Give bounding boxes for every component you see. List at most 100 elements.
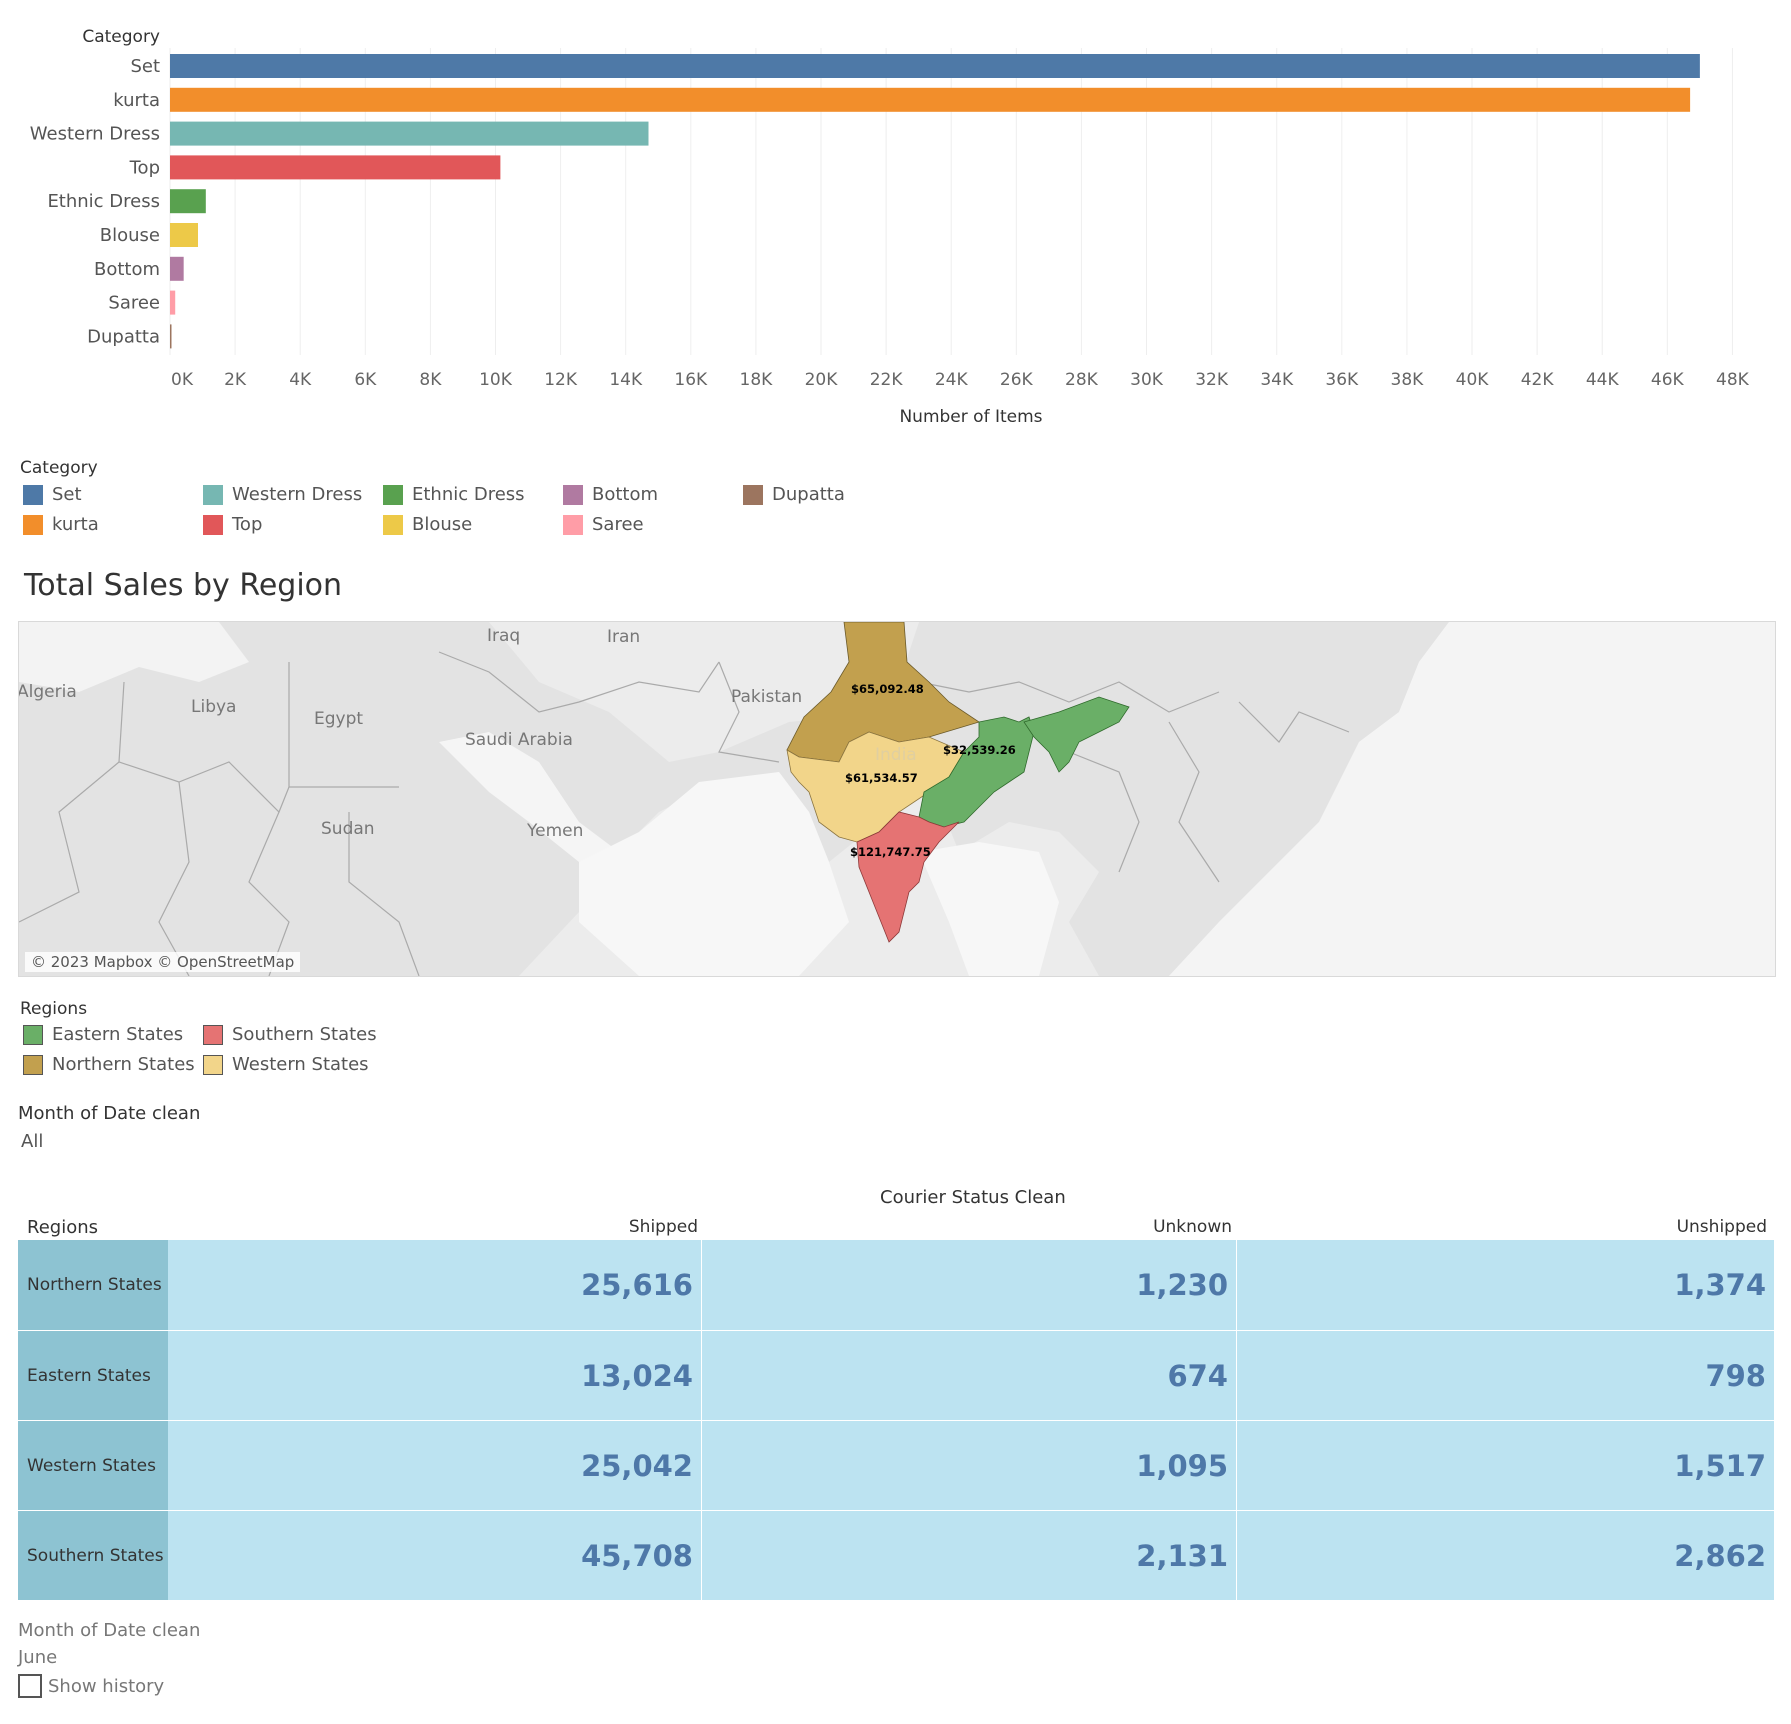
sales-region-map[interactable]: Algeria Libya Egypt Iraq Iran Pakistan S… [18,621,1776,977]
x-tick-label: 8K [419,370,442,390]
row-header-southern-states[interactable]: Southern States [18,1511,168,1600]
region-southern-states[interactable] [856,811,960,943]
category-label: kurta [113,90,160,111]
x-tick-label: 44K [1586,370,1620,390]
region-eastern-states[interactable] [918,716,1035,828]
legend-swatch [743,484,763,505]
bar[interactable] [170,155,501,180]
category-label: Ethnic Dress [47,191,160,212]
table-cell[interactable]: 25,616 [168,1240,701,1330]
table-cell[interactable]: 13,024 [168,1331,701,1420]
row-header-eastern-states[interactable]: Eastern States [18,1331,168,1420]
legend-item-saree[interactable]: Saree [563,514,644,535]
legend-swatch [23,1024,43,1045]
category-label: Blouse [100,225,160,246]
legend-item-western-states[interactable]: Western States [203,1054,369,1075]
place-label: Libya [191,697,236,717]
legend-label: Southern States [232,1024,377,1045]
x-tick-label: 22K [870,370,904,390]
bar[interactable] [170,189,206,214]
legend-label: Dupatta [772,484,845,505]
x-tick-label: 14K [609,370,643,390]
table-cell[interactable]: 1,095 [702,1421,1236,1510]
x-tick-label: 12K [544,370,578,390]
place-label: Sudan [321,819,375,839]
legend-item-ethnic-dress[interactable]: Ethnic Dress [383,484,525,505]
category-label: Set [130,56,160,77]
x-tick-label: 4K [289,370,312,390]
x-tick-label: 20K [805,370,839,390]
table-cell[interactable]: 798 [1237,1331,1774,1420]
place-label: Iran [607,627,640,647]
legend-item-bottom[interactable]: Bottom [563,484,658,505]
legend-label: kurta [52,514,99,535]
legend-item-blouse[interactable]: Blouse [383,514,472,535]
table-cell[interactable]: 674 [702,1331,1236,1420]
x-axis-title: Number of Items [899,407,1042,427]
legend-item-kurta[interactable]: kurta [23,514,99,535]
region-value-western: $61,534.57 [845,771,918,785]
x-tick-label: 42K [1521,370,1555,390]
bay-of-bengal [919,842,1059,976]
region-eastern-states-ne[interactable] [1023,696,1130,773]
region-value-southern: $121,747.75 [850,845,931,859]
row-header-northern-states[interactable]: Northern States [18,1240,168,1330]
legend-label: Top [232,514,263,535]
legend-item-top[interactable]: Top [203,514,262,535]
table-cell[interactable]: 45,708 [168,1511,701,1600]
x-tick-label: 10K [479,370,513,390]
legend-swatch [563,514,583,535]
category-label: Saree [108,293,160,314]
legend-item-western-dress[interactable]: Western Dress [203,484,362,505]
bar-series [170,54,1700,349]
legend-item-eastern-states[interactable]: Eastern States [23,1024,183,1045]
filter-month-value[interactable]: All [21,1131,44,1152]
column-header-unshipped: Unshipped [1676,1217,1767,1237]
x-tick-label: 6K [354,370,377,390]
courier-status-crosstab: Northern States 25,616 1,230 1,374 Easte… [18,1240,1774,1600]
table-cell[interactable]: 1,517 [1237,1421,1774,1510]
legend-item-northern-states[interactable]: Northern States [23,1054,195,1075]
row-header-western-states[interactable]: Western States [18,1421,168,1510]
country-borders [19,651,1350,976]
bar[interactable] [170,223,198,247]
place-label: Egypt [314,709,363,729]
filter-month-bottom-title: Month of Date clean [18,1620,201,1641]
table-cell[interactable]: 2,862 [1237,1511,1774,1600]
category-label: Western Dress [30,124,160,145]
legend-item-dupatta[interactable]: Dupatta [743,484,845,505]
place-label: Saudi Arabia [465,730,573,750]
bar[interactable] [170,256,184,281]
bar[interactable] [170,324,172,349]
map-canvas: Algeria Libya Egypt Iraq Iran Pakistan S… [19,622,1775,976]
column-header-unknown: Unknown [1153,1217,1232,1237]
category-label: Bottom [94,259,160,280]
x-tick-label: 34K [1260,370,1294,390]
table-cell[interactable]: 1,230 [702,1240,1236,1330]
category-label: Dupatta [87,326,160,347]
legend-label: Western Dress [232,484,363,505]
show-history-toggle[interactable]: Show history [18,1674,164,1698]
bar[interactable] [170,121,649,146]
legend-swatch [203,1024,223,1045]
legend-swatch [23,1054,43,1075]
red-sea [439,732,619,862]
category-axis: Set kurta Western Dress Top Ethnic Dress Blou… [30,56,160,347]
bar[interactable] [170,87,1691,112]
x-tick-label: 24K [935,370,969,390]
filter-month-bottom-value[interactable]: June [18,1647,58,1668]
table-cell[interactable]: 1,374 [1237,1240,1774,1330]
bar[interactable] [170,290,176,315]
legend-item-set[interactable]: Set [23,484,82,505]
show-history-checkbox[interactable] [18,1674,42,1698]
x-tick-label: 46K [1651,370,1685,390]
legend-item-southern-states[interactable]: Southern States [203,1024,377,1045]
x-tick-label: 16K [674,370,708,390]
table-cell[interactable]: 2,131 [702,1511,1236,1600]
arabian-sea [579,772,849,976]
bar[interactable] [170,54,1700,78]
courier-status-header: Courier Status Clean [880,1187,1066,1208]
column-header-shipped: Shipped [628,1217,698,1237]
table-cell[interactable]: 25,042 [168,1421,701,1510]
legend-swatch [203,484,223,505]
